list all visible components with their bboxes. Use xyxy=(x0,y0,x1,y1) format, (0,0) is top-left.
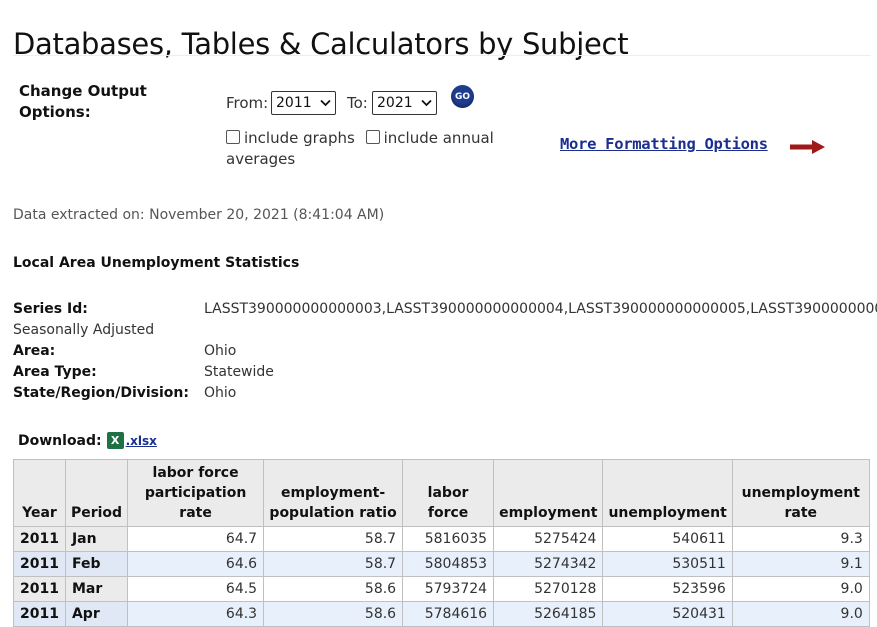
column-header-unemployment: unemployment xyxy=(602,459,733,527)
table-cell: 64.7 xyxy=(127,526,265,552)
table-row: 2011 Apr 64.3 58.6 5784616 5264185 52043… xyxy=(13,601,870,627)
table-row: 2011 Feb 64.6 58.7 5804853 5274342 53051… xyxy=(13,551,870,577)
table-cell: 523596 xyxy=(602,576,733,602)
table-cell: 2011 xyxy=(13,551,66,577)
series-id-value: LASST390000000000003,LASST39000000000000… xyxy=(204,301,877,317)
table-header-row: Year Period labor force participation ra… xyxy=(13,459,870,527)
table-cell: 540611 xyxy=(602,526,733,552)
data-extracted-date: Data extracted on: November 20, 2021 (8:… xyxy=(13,207,385,223)
include-annual-averages-checkbox[interactable] xyxy=(365,130,380,144)
from-label: From: xyxy=(226,94,269,112)
table-cell: 5793724 xyxy=(402,576,495,602)
to-year-select[interactable]: 2021 xyxy=(372,91,437,115)
to-year-value: 2021 xyxy=(377,95,413,111)
table-cell: 9.1 xyxy=(731,551,870,577)
table-cell: 2011 xyxy=(13,601,66,627)
table-cell: Apr xyxy=(64,601,129,627)
table-row: 2011 Jan 64.7 58.7 5816035 5275424 54061… xyxy=(13,526,870,552)
table-cell: 5264185 xyxy=(493,601,604,627)
table-cell: 58.6 xyxy=(263,601,404,627)
chevron-down-icon xyxy=(320,97,331,110)
table-cell: 2011 xyxy=(13,576,66,602)
table-cell: 9.3 xyxy=(731,526,870,552)
column-header-period: Period xyxy=(64,459,129,527)
area-value: Ohio xyxy=(204,343,237,359)
survey-title: Local Area Unemployment Statistics xyxy=(13,255,300,271)
data-table: Year Period labor force participation ra… xyxy=(13,459,870,627)
chevron-down-icon xyxy=(421,97,432,110)
include-annual-averages-label: include annual averages xyxy=(226,129,494,168)
column-header-employment: employment xyxy=(493,459,604,527)
table-cell: 58.7 xyxy=(263,526,404,552)
table-cell: 64.3 xyxy=(127,601,265,627)
series-id-label: Series Id: xyxy=(13,301,88,317)
table-cell: 520431 xyxy=(602,601,733,627)
table-cell: Mar xyxy=(64,576,129,602)
area-type-value: Statewide xyxy=(204,364,274,380)
page-title: Databases, Tables & Calculators by Subje… xyxy=(13,27,629,62)
from-year-value: 2011 xyxy=(276,95,312,111)
go-button[interactable]: GO xyxy=(451,85,474,108)
table-cell: 5804853 xyxy=(402,551,495,577)
column-header-unemployment-rate: unemployment rate xyxy=(731,459,870,527)
table-cell: 5275424 xyxy=(493,526,604,552)
from-year-select[interactable]: 2011 xyxy=(271,91,336,115)
download-row: Download: X .xlsx xyxy=(18,432,157,449)
column-header-labor-force: labor force xyxy=(402,459,495,527)
to-label: To: xyxy=(347,94,368,112)
column-header-participation-rate: labor force participation rate xyxy=(127,459,265,527)
include-graphs-checkbox[interactable] xyxy=(226,130,240,144)
more-formatting-options-link[interactable]: More Formatting Options xyxy=(560,135,768,153)
table-row: 2011 Mar 64.5 58.6 5793724 5270128 52359… xyxy=(13,576,870,602)
seasonal-adjustment: Seasonally Adjusted xyxy=(13,322,155,338)
table-cell: 9.0 xyxy=(731,576,870,602)
area-label: Area: xyxy=(13,343,56,359)
table-cell: 5784616 xyxy=(402,601,495,627)
output-checkboxes: include graphs include annual averages xyxy=(226,128,506,170)
table-cell: 64.5 xyxy=(127,576,265,602)
table-cell: 2011 xyxy=(13,526,66,552)
table-cell: 58.7 xyxy=(263,551,404,577)
table-cell: 5274342 xyxy=(493,551,604,577)
column-header-employment-population-ratio: employment-population ratio xyxy=(263,459,404,527)
table-cell: 58.6 xyxy=(263,576,404,602)
excel-icon[interactable]: X xyxy=(106,432,124,449)
title-divider xyxy=(13,55,871,56)
xlsx-download-link[interactable]: .xlsx xyxy=(125,433,157,448)
output-options-label: Change Output Options: xyxy=(19,82,147,121)
area-type-label: Area Type: xyxy=(13,364,97,380)
download-label: Download: xyxy=(18,432,102,449)
table-cell: 5270128 xyxy=(493,576,604,602)
table-cell: 5816035 xyxy=(402,526,495,552)
table-cell: 530511 xyxy=(602,551,733,577)
table-cell: 9.0 xyxy=(731,601,870,627)
table-cell: Jan xyxy=(64,526,129,552)
column-header-year: Year xyxy=(13,459,66,527)
state-region-division-label: State/Region/Division: xyxy=(13,385,189,401)
include-graphs-label: include graphs xyxy=(244,129,355,147)
arrow-right-icon[interactable] xyxy=(790,139,825,158)
table-cell: Feb xyxy=(64,551,129,577)
table-cell: 64.6 xyxy=(127,551,265,577)
state-region-division-value: Ohio xyxy=(204,385,237,401)
